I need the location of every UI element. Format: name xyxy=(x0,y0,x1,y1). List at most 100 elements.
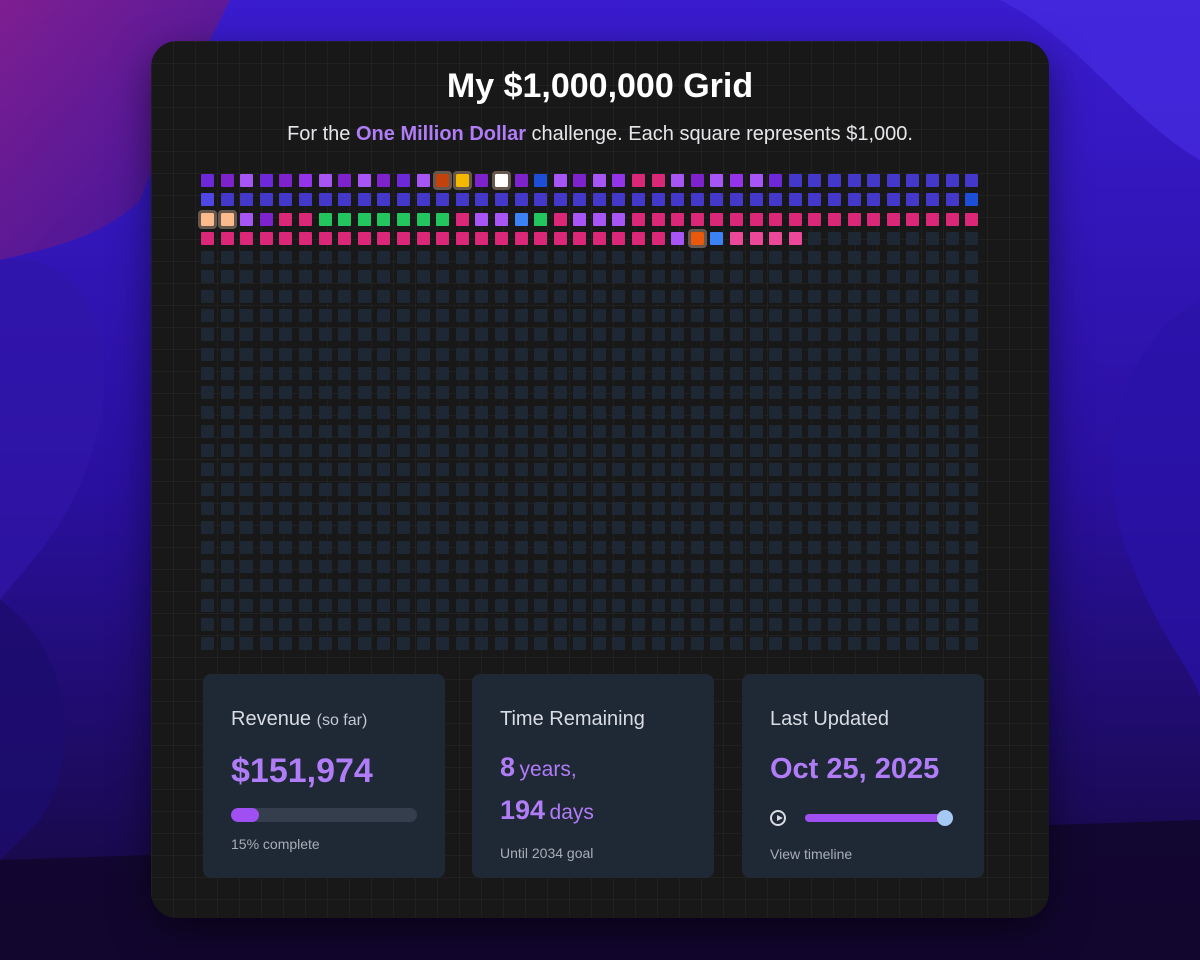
grid-square-filled[interactable] xyxy=(769,193,783,207)
grid-square-filled[interactable] xyxy=(220,193,234,207)
grid-square-filled[interactable] xyxy=(475,231,489,245)
grid-square-filled[interactable] xyxy=(592,193,606,207)
grid-square-filled[interactable] xyxy=(416,174,430,187)
grid-square-filled[interactable] xyxy=(396,231,410,245)
grid-square-filled[interactable] xyxy=(573,174,587,187)
grid-square-filled[interactable] xyxy=(710,212,724,226)
grid-square-filled[interactable] xyxy=(240,193,254,207)
grid-square-filled[interactable] xyxy=(749,212,763,226)
grid-square-filled[interactable] xyxy=(259,193,273,207)
grid-square-filled[interactable] xyxy=(687,228,707,248)
grid-square-filled[interactable] xyxy=(436,193,450,207)
grid-square-filled[interactable] xyxy=(925,212,939,226)
grid-square-filled[interactable] xyxy=(338,231,352,245)
grid-square-filled[interactable] xyxy=(475,174,489,187)
grid-square-filled[interactable] xyxy=(592,212,606,226)
grid-square-filled[interactable] xyxy=(298,212,312,226)
grid-square-filled[interactable] xyxy=(886,193,900,207)
grid-square-filled[interactable] xyxy=(318,231,332,245)
grid-square-filled[interactable] xyxy=(730,212,744,226)
grid-square-filled[interactable] xyxy=(573,193,587,207)
grid-square-filled[interactable] xyxy=(965,212,979,226)
grid-square-filled[interactable] xyxy=(357,193,371,207)
grid-square-filled[interactable] xyxy=(651,193,665,207)
grid-square-filled[interactable] xyxy=(240,212,254,226)
grid-square-filled[interactable] xyxy=(455,231,469,245)
grid-square-filled[interactable] xyxy=(632,193,646,207)
grid-square-filled[interactable] xyxy=(298,231,312,245)
grid-square-filled[interactable] xyxy=(651,212,665,226)
grid-square-filled[interactable] xyxy=(436,231,450,245)
grid-square-filled[interactable] xyxy=(279,174,293,187)
grid-square-filled[interactable] xyxy=(377,212,391,226)
grid-square-filled[interactable] xyxy=(433,171,453,190)
grid-square-filled[interactable] xyxy=(338,212,352,226)
grid-square-filled[interactable] xyxy=(671,212,685,226)
grid-square-filled[interactable] xyxy=(612,174,626,187)
grid-square-filled[interactable] xyxy=(788,212,802,226)
grid-square-filled[interactable] xyxy=(240,174,254,187)
grid-square-filled[interactable] xyxy=(534,212,548,226)
grid-square-filled[interactable] xyxy=(534,231,548,245)
grid-square-filled[interactable] xyxy=(651,174,665,187)
grid-square-filled[interactable] xyxy=(491,171,511,190)
grid-square-filled[interactable] xyxy=(886,212,900,226)
grid-square-filled[interactable] xyxy=(514,193,528,207)
grid-square-filled[interactable] xyxy=(749,193,763,207)
grid-square-filled[interactable] xyxy=(475,193,489,207)
grid-square-filled[interactable] xyxy=(494,212,508,226)
play-circle-icon[interactable] xyxy=(770,810,786,826)
grid-square-filled[interactable] xyxy=(828,212,841,226)
view-timeline-link[interactable]: View timeline xyxy=(770,846,853,862)
grid-square-filled[interactable] xyxy=(965,174,979,187)
grid-square-filled[interactable] xyxy=(592,174,606,187)
grid-square-filled[interactable] xyxy=(377,231,391,245)
grid-square-filled[interactable] xyxy=(318,212,332,226)
grid-square-filled[interactable] xyxy=(612,193,626,207)
grid-square-filled[interactable] xyxy=(220,174,234,187)
grid-square-filled[interactable] xyxy=(788,231,802,245)
grid-square-filled[interactable] xyxy=(906,174,920,187)
grid-square-filled[interactable] xyxy=(259,174,273,187)
grid-square-filled[interactable] xyxy=(514,212,528,226)
grid-square-filled[interactable] xyxy=(788,193,802,207)
grid-square-filled[interactable] xyxy=(769,231,783,245)
grid-square-filled[interactable] xyxy=(749,174,763,187)
grid-square-filled[interactable] xyxy=(749,231,763,245)
grid-square-filled[interactable] xyxy=(671,231,685,245)
grid-square-filled[interactable] xyxy=(710,193,724,207)
grid-square-filled[interactable] xyxy=(553,174,567,187)
grid-square-filled[interactable] xyxy=(357,212,371,226)
grid-square-filled[interactable] xyxy=(455,193,469,207)
grid-square-filled[interactable] xyxy=(886,174,900,187)
grid-square-filled[interactable] xyxy=(710,174,724,187)
grid-square-filled[interactable] xyxy=(690,193,704,207)
grid-square-filled[interactable] xyxy=(298,174,312,187)
grid-square-filled[interactable] xyxy=(867,193,881,207)
grid-square-filled[interactable] xyxy=(436,212,450,226)
grid-square-filled[interactable] xyxy=(259,212,273,226)
grid-square-filled[interactable] xyxy=(808,212,822,226)
grid-square-filled[interactable] xyxy=(808,174,822,187)
grid-square-filled[interactable] xyxy=(416,212,430,226)
grid-square-filled[interactable] xyxy=(217,209,237,229)
grid-square-filled[interactable] xyxy=(416,193,430,207)
grid-square-filled[interactable] xyxy=(651,231,665,245)
grid-square-filled[interactable] xyxy=(828,174,841,187)
grid-square-filled[interactable] xyxy=(906,193,920,207)
grid-square-filled[interactable] xyxy=(632,212,646,226)
grid-square-filled[interactable] xyxy=(377,174,391,187)
grid-square-filled[interactable] xyxy=(710,231,724,245)
grid-square-filled[interactable] xyxy=(452,171,472,190)
grid-square-filled[interactable] xyxy=(279,231,293,245)
grid-square-filled[interactable] xyxy=(573,212,587,226)
grid-square-filled[interactable] xyxy=(867,174,881,187)
grid-square-filled[interactable] xyxy=(612,212,626,226)
grid-square-filled[interactable] xyxy=(198,209,217,229)
grid-square-filled[interactable] xyxy=(553,231,567,245)
grid-square-filled[interactable] xyxy=(828,193,841,207)
grid-square-filled[interactable] xyxy=(514,174,528,187)
grid-square-filled[interactable] xyxy=(396,174,410,187)
grid-square-filled[interactable] xyxy=(338,174,352,187)
grid-square-filled[interactable] xyxy=(534,174,548,187)
